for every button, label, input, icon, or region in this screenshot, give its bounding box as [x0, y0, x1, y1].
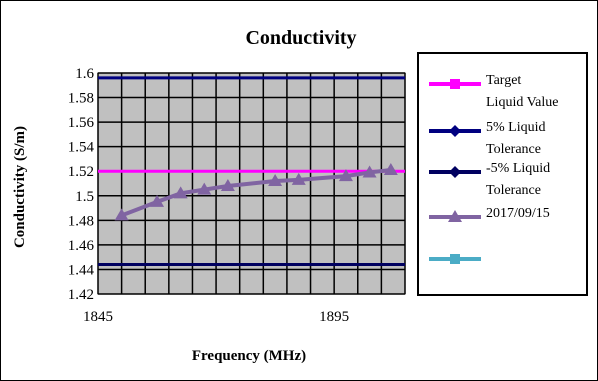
legend-marker: [448, 210, 462, 222]
legend-marker: [449, 125, 461, 137]
x-axis: 1845 1895: [83, 309, 349, 325]
plot-border: [97, 72, 406, 295]
legend-entry: [429, 254, 481, 264]
legend-label: Tolerance: [486, 183, 541, 198]
y-tick-label: 1.5: [75, 189, 94, 205]
legend-marker: [450, 254, 460, 264]
data-point: [268, 174, 283, 187]
x-axis-title: Frequency (MHz): [192, 348, 306, 364]
plot-area: [97, 72, 406, 295]
x-tick-label: 1895: [319, 309, 349, 325]
y-tick-label: 1.58: [68, 91, 94, 107]
data-point: [338, 169, 353, 182]
chart-title: Conductivity: [245, 27, 356, 49]
y-tick-label: 1.54: [68, 140, 95, 156]
y-tick-label: 1.42: [68, 287, 94, 303]
data-point: [150, 194, 165, 207]
data-point: [383, 162, 398, 175]
legend-label: Liquid Value: [486, 95, 558, 110]
data-point: [220, 178, 235, 191]
data-point: [197, 182, 212, 195]
legend-label: Tolerance: [486, 142, 541, 157]
data-point: [291, 172, 306, 185]
legend-marker: [449, 166, 461, 178]
y-axis: 1.42 1.44 1.46 1.48 1.5 1.52 1.54 1.56 1.58 1.6: [68, 66, 95, 303]
legend-label: 2017/09/15: [486, 206, 550, 221]
data-point: [362, 165, 377, 178]
legend-label: Target: [486, 73, 521, 88]
series-3: [114, 162, 398, 221]
y-axis-title: Conductivity (S/m): [12, 126, 28, 248]
x-tick-label: 1845: [83, 309, 113, 325]
y-tick-label: 1.6: [75, 66, 94, 82]
y-tick-label: 1.56: [68, 115, 95, 131]
legend-entry: Target Liquid Value: [429, 73, 558, 110]
legend-label: -5% Liquid: [486, 161, 550, 176]
data-point: [114, 208, 129, 221]
y-tick-label: 1.48: [68, 213, 94, 229]
legend-entry: -5% Liquid Tolerance: [429, 161, 550, 198]
data-point: [173, 186, 188, 199]
y-tick-label: 1.46: [68, 238, 95, 254]
y-tick-label: 1.52: [68, 164, 94, 180]
legend-marker: [450, 79, 460, 89]
legend-entry: 2017/09/15: [429, 206, 550, 222]
y-tick-label: 1.44: [68, 262, 95, 278]
series-line: [120, 168, 392, 218]
legend-entry: 5% Liquid Tolerance: [429, 120, 546, 157]
legend-label: 5% Liquid: [486, 120, 546, 135]
